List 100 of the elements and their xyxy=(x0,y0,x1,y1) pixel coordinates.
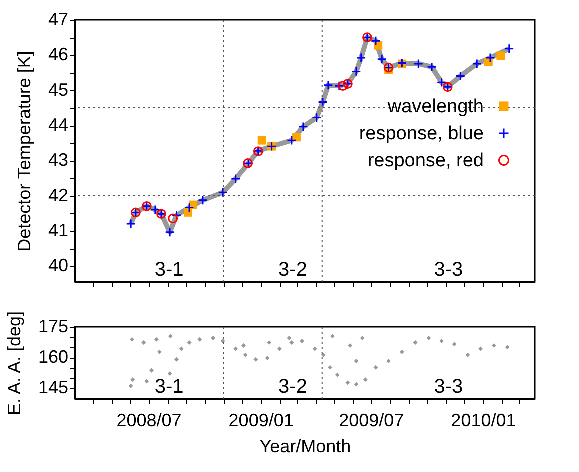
point xyxy=(374,365,378,370)
point xyxy=(386,359,392,364)
point xyxy=(243,352,248,358)
point xyxy=(174,357,179,362)
point xyxy=(179,346,184,352)
point xyxy=(142,340,146,345)
point xyxy=(496,52,506,60)
point xyxy=(157,350,162,354)
point xyxy=(198,195,208,206)
point xyxy=(486,53,496,63)
y-tick-label: 160 xyxy=(38,347,68,368)
point xyxy=(472,59,482,69)
point xyxy=(400,350,404,354)
point xyxy=(440,339,444,344)
point xyxy=(277,346,282,352)
point xyxy=(377,54,388,64)
point xyxy=(505,345,510,350)
point xyxy=(150,368,154,373)
x-tick-label: 2008/07 xyxy=(116,410,182,430)
point xyxy=(286,136,297,146)
point xyxy=(478,346,484,352)
point xyxy=(452,342,457,347)
point xyxy=(360,336,365,340)
point xyxy=(356,53,366,63)
point xyxy=(363,378,368,382)
point xyxy=(230,174,241,184)
point xyxy=(324,80,334,90)
point xyxy=(184,208,193,217)
annotation: 3-3 xyxy=(434,376,464,398)
point xyxy=(338,81,348,92)
point xyxy=(287,336,292,340)
point xyxy=(466,352,470,358)
y-tick-label: 145 xyxy=(38,378,68,398)
point xyxy=(328,365,333,370)
x-axis-title: Year/Month xyxy=(260,436,352,456)
point xyxy=(318,97,328,108)
point xyxy=(211,336,216,340)
point xyxy=(128,384,134,388)
point xyxy=(413,340,418,345)
point xyxy=(242,344,246,348)
annotation: 3-2 xyxy=(278,376,308,398)
y-tick-label: 40 xyxy=(48,256,68,276)
point xyxy=(335,372,340,378)
y-tick-label: 41 xyxy=(48,220,68,241)
point xyxy=(414,59,424,69)
point xyxy=(172,210,182,220)
point xyxy=(198,337,202,342)
point xyxy=(426,336,432,340)
point xyxy=(354,382,359,387)
legend-label: response, blue xyxy=(359,123,484,144)
y-axis-title: E. A. A. [deg] xyxy=(4,311,24,416)
y-tick-label: 175 xyxy=(38,316,68,336)
point xyxy=(352,66,362,77)
annotation: 3-1 xyxy=(154,259,184,281)
point xyxy=(258,136,266,145)
point xyxy=(346,380,350,386)
point xyxy=(312,346,318,352)
point xyxy=(154,337,159,342)
point xyxy=(187,340,192,345)
point xyxy=(427,62,437,72)
annotation: 3-3 xyxy=(434,259,464,281)
point xyxy=(126,219,136,229)
y-axis-title: Detector Temperature [K] xyxy=(14,51,34,252)
point xyxy=(348,344,353,348)
point xyxy=(234,346,238,352)
point xyxy=(300,339,304,344)
x-tick-label: 2009/01 xyxy=(228,410,294,430)
point xyxy=(254,357,258,362)
point xyxy=(330,334,335,339)
point xyxy=(371,36,381,46)
point xyxy=(321,352,326,358)
y-tick-label: 46 xyxy=(48,44,68,65)
point xyxy=(456,71,466,82)
point xyxy=(298,122,308,132)
point xyxy=(218,188,228,198)
point xyxy=(184,202,194,213)
point xyxy=(130,337,135,342)
point xyxy=(165,227,175,238)
y-tick-label: 42 xyxy=(48,185,68,206)
point xyxy=(492,344,496,348)
point xyxy=(130,378,136,382)
point xyxy=(504,44,514,54)
y-tick-label: 44 xyxy=(48,115,68,136)
annotation: 3-1 xyxy=(154,376,184,398)
point xyxy=(168,334,173,339)
point xyxy=(168,371,172,376)
point xyxy=(168,214,178,224)
y-tick-label: 47 xyxy=(48,10,68,30)
point xyxy=(144,379,150,384)
y-tick-label: 45 xyxy=(48,80,68,100)
annotation: 3-2 xyxy=(278,259,308,281)
point xyxy=(265,356,270,360)
legend-label: wavelength xyxy=(386,96,484,118)
y-tick-label: 43 xyxy=(48,150,68,170)
point xyxy=(290,340,294,345)
point xyxy=(292,133,301,142)
point xyxy=(312,112,322,123)
point xyxy=(267,340,272,345)
point xyxy=(354,359,359,364)
legend-label: response, red xyxy=(368,150,484,172)
